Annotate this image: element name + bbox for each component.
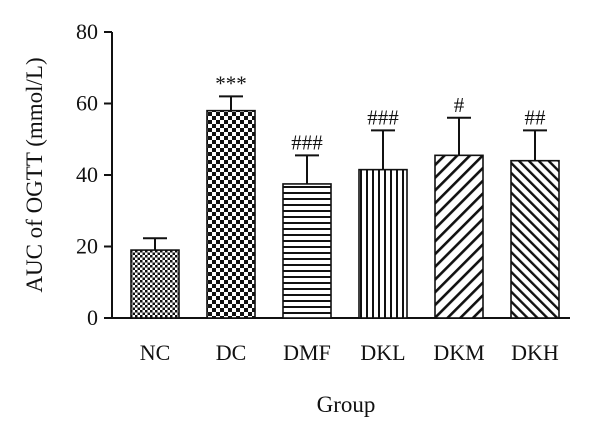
bar-dkl [358, 168, 408, 319]
y-tick-label-60: 60 [76, 91, 98, 116]
significance-label-dc: *** [215, 71, 247, 95]
x-tick-label-dkm: DKM [433, 340, 484, 365]
bar-dc [206, 109, 256, 319]
significance-label-dmf: ### [291, 130, 323, 154]
x-tick-label-dmf: DMF [283, 340, 331, 365]
y-tick-label-40: 40 [76, 162, 98, 187]
x-tick-label-dkl: DKL [360, 340, 405, 365]
bar-dkh [510, 159, 560, 319]
significance-label-dkl: ### [367, 105, 399, 129]
y-tick-label-20: 20 [76, 234, 98, 259]
bar-dmf [282, 183, 332, 319]
plot-area: 0 20 40 60 80 NC *** DC ### DMF ### DKL # DKM ## DKH [76, 19, 570, 365]
significance-label-dkh: ## [525, 105, 547, 129]
y-tick-label-0: 0 [87, 305, 98, 330]
y-tick-label-80: 80 [76, 19, 98, 44]
bar-dkm [434, 154, 484, 319]
significance-label-dkm: # [454, 93, 465, 117]
x-tick-label-dc: DC [216, 340, 247, 365]
x-tick-label-dkh: DKH [511, 340, 559, 365]
x-axis-title: Group [317, 392, 376, 417]
x-tick-label-nc: NC [140, 340, 171, 365]
bar-nc [130, 249, 180, 319]
y-axis-title: AUC of OGTT (mmol/L) [22, 57, 47, 292]
